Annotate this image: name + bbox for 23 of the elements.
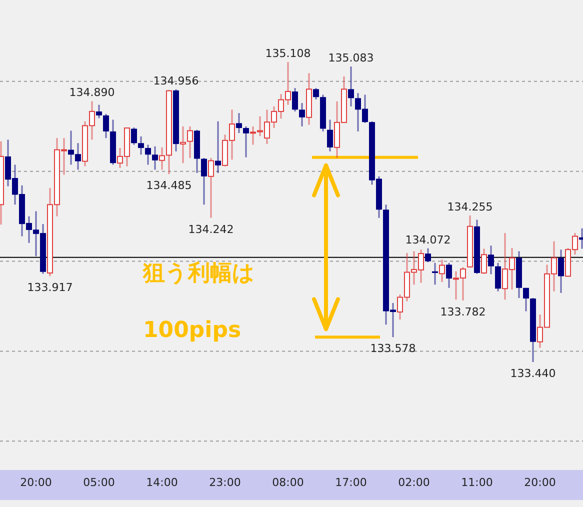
annotation: 135.108 — [265, 47, 311, 60]
x-tick-label: 23:00 — [209, 476, 241, 489]
annotation: 133.578 — [370, 342, 416, 356]
x-tick-label: 05:00 — [83, 476, 115, 489]
annotation: 100pips — [143, 318, 242, 343]
annotation: 134.956 — [153, 74, 199, 88]
annotation: 134.242 — [188, 222, 234, 236]
x-tick-label: 02:00 — [398, 476, 430, 489]
x-tick-label: 08:00 — [272, 476, 304, 489]
x-tick-label: 14:00 — [146, 476, 178, 489]
annotation: 133.782 — [440, 305, 486, 318]
annotation: 134.072 — [405, 233, 451, 246]
annotation: 134.890 — [69, 86, 115, 100]
x-tick-label: 20:00 — [20, 476, 52, 489]
annotation: 135.083 — [328, 51, 374, 64]
annotation: 134.255 — [447, 200, 493, 214]
annotation: 134.485 — [146, 179, 192, 192]
annotation: 133.440 — [510, 367, 556, 380]
x-tick-label: 17:00 — [335, 476, 367, 489]
x-tick-label: 11:00 — [461, 476, 493, 489]
x-tick-label: 20:00 — [524, 476, 556, 489]
annotation: 狙う利幅は — [142, 261, 255, 286]
annotation: 133.917 — [27, 281, 73, 294]
